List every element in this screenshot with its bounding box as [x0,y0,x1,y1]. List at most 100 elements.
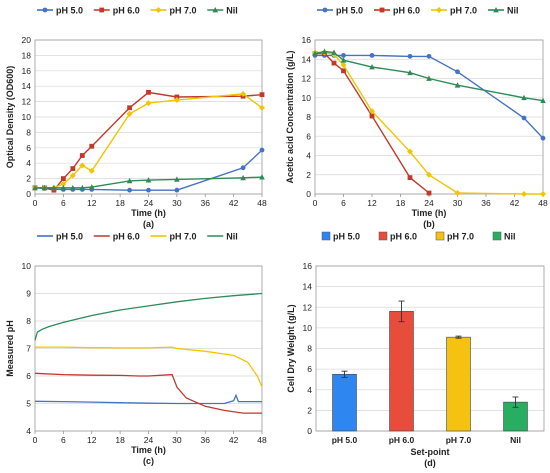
x-tick-label: 48 [257,435,267,445]
x-tick-label: 12 [87,435,97,445]
legend-label: pH 6.0 [393,6,420,16]
series-nil-point [174,176,180,182]
y-tick-label: 10 [22,112,32,122]
series-nil-point [454,82,461,88]
series-nil-point [321,48,328,54]
x-tick-label: 6 [341,198,346,208]
x-tick-label: 6 [61,435,66,445]
series-ph-7-0-point [60,180,67,187]
series-nil-point [240,174,246,181]
series-nil-point [70,184,76,191]
y-tick-label: 12 [302,74,312,84]
legend-label: pH 6.0 [113,6,140,16]
y-tick-label: 20 [22,35,32,45]
y-tick-label: 16 [303,261,313,271]
series-nil-point [88,184,95,190]
x-axis-label: Time (h) [131,445,166,455]
legend-point [493,7,499,13]
series-ph-5-0-point [341,53,346,58]
legend-label: pH 7.0 [447,232,474,242]
series-ph-6-0-line [34,372,262,414]
plot-frame [315,265,545,432]
y-tick-label: 6 [26,371,31,381]
series-ph-5-0 [34,393,262,405]
bar [446,336,471,432]
y-tick-label: 14 [22,81,32,91]
x-tick-label: 48 [538,198,548,208]
y-tick-label: 4 [306,151,311,161]
y-tick-label: 4 [26,158,31,168]
x-tick-label: 48 [257,198,267,208]
y-tick-label: 12 [22,97,32,107]
series-ph-7-0-line [315,51,543,195]
legend: pH 5.0 pH 6.0 pH 7.0 Nil [37,232,238,242]
y-tick-label: 8 [306,112,311,122]
series-ph-7-0-point [240,90,247,97]
series-ph-7-0-point [88,167,95,174]
y-tick-label: 16 [22,66,32,76]
series-nil-line [314,50,544,102]
y-tick-label: 7 [26,344,31,354]
bar [389,311,414,432]
x-tick-label: 24 [144,198,154,208]
series-ph-5-0-point [127,187,132,193]
series-ph-5-0-point [146,187,151,193]
y-tick-label: 6 [307,364,312,374]
x-tick-label: 0 [313,198,318,208]
series-ph-5-0 [32,147,265,193]
series-nil-point [41,184,48,191]
series-ph-6-0-point [174,94,180,100]
series-nil-point [145,177,152,183]
legend-label: Nil [507,6,519,16]
x-tick-label: 12 [367,198,377,208]
series-ph-6-0-point [89,143,95,149]
series-ph-5-0-point [521,115,527,121]
x-tick-label: 30 [453,198,463,208]
series-ph-7-0-point [407,148,413,155]
x-tick-label: 30 [172,435,182,445]
legend-label: pH 7.0 [170,6,197,16]
series-nil-point [259,174,265,180]
legend-label: pH 6.0 [390,232,417,242]
y-tick-label: 10 [302,93,312,103]
series-ph-6-0-point [369,113,375,119]
series-ph-7-0-point [454,190,461,197]
series-ph-6-0-point [60,176,66,181]
series-ph-6-0-point [70,166,76,171]
legend-point [322,7,328,13]
y-tick-label: 4 [307,385,312,395]
series-nil-point [331,49,337,55]
series-nil-point [369,63,375,70]
series-ph-5-0-point [240,165,246,171]
series-ph-7-0-point [340,62,347,69]
series-ph-6-0-point [127,105,132,111]
y-tick-label: 10 [303,323,313,333]
y-tick-label: 4 [26,426,31,436]
category-label: pH 5.0 [332,435,358,445]
series-ph-7-0-point [369,108,375,115]
series-ph-7-0-point [173,97,180,104]
x-tick-label: 18 [115,198,125,208]
series-nil-point [312,50,318,56]
legend-point [436,7,442,13]
series-nil [32,174,265,191]
y-tick-label: 14 [302,54,312,64]
y-tick-label: 10 [22,261,32,271]
x-tick-label: 18 [396,198,406,208]
bar [332,373,357,432]
series-ph-7-0 [35,346,263,388]
series-nil-point [407,69,413,76]
legend-swatch [435,231,445,241]
legend-label: Nil [226,6,238,16]
series-ph-5-0-point [369,53,375,58]
legend-point [212,7,219,13]
y-tick-label: 5 [26,399,31,409]
series-nil [312,48,546,104]
category-label: pH 6.0 [389,435,415,445]
y-tick-label: 2 [26,174,31,184]
panel-d-chart: 0 2 4 6 8 10 12 14 16 Set-point(d) Cell Dry Weight… [286,231,545,468]
legend-label: pH 6.0 [113,232,140,242]
legend-point [379,7,385,13]
